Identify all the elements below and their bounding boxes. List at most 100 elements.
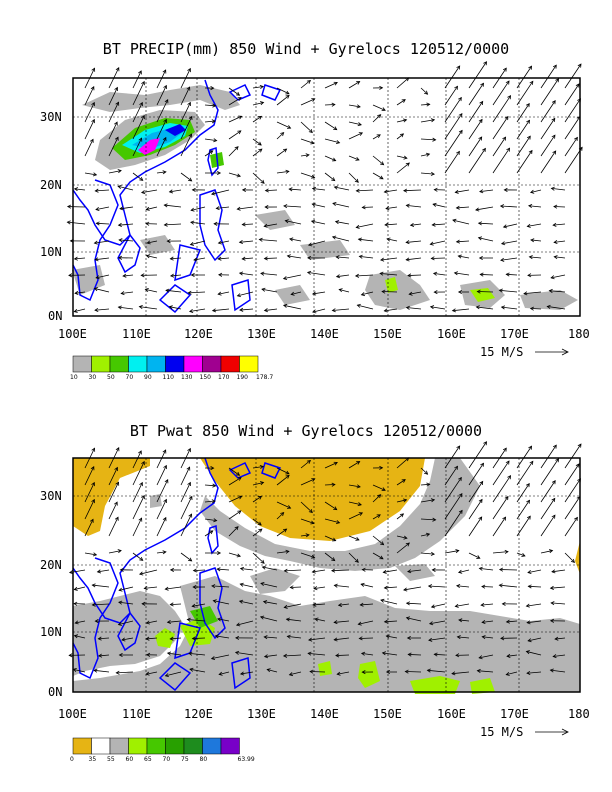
- wind-arrow: [228, 146, 239, 157]
- wind-arrow: [74, 308, 86, 313]
- wind-arrow: [252, 496, 262, 503]
- wind-arrow-head: [239, 566, 245, 571]
- x-tick-label: 110E: [122, 327, 151, 341]
- wind-arrow: [180, 496, 193, 520]
- wind-arrow-head: [478, 136, 483, 141]
- wind-arrow-head: [308, 509, 313, 514]
- wind-arrow: [261, 288, 278, 293]
- wind-arrow-head: [577, 443, 582, 448]
- wind-arrow-head: [263, 223, 268, 228]
- wind-arrow: [530, 189, 542, 193]
- legend-label: 63.99: [238, 756, 255, 763]
- wind-arrow: [132, 102, 143, 123]
- wind-arrow-head: [289, 237, 294, 242]
- wind-arrow-head: [553, 255, 558, 260]
- wind-arrow: [540, 514, 556, 537]
- wind-arrow-head: [458, 113, 463, 118]
- wind-arrow: [118, 601, 134, 605]
- wind-arrow-head: [383, 585, 388, 590]
- wind-arrow: [444, 510, 463, 537]
- wind-arrow-head: [168, 305, 173, 310]
- wind-arrow: [300, 552, 315, 558]
- wind-arrow-head: [285, 169, 290, 174]
- wind-arrow-head: [308, 637, 313, 642]
- wind-arrow-head: [500, 241, 506, 246]
- wind-arrow: [228, 87, 240, 96]
- wind-arrow: [240, 671, 254, 675]
- wind-arrow: [420, 87, 428, 95]
- wind-arrow-head: [331, 308, 336, 313]
- wind-arrow: [132, 552, 143, 561]
- wind-arrow: [308, 652, 326, 656]
- wind-arrow: [408, 654, 422, 656]
- wind-arrow: [300, 478, 315, 486]
- wind-arrow-head: [429, 241, 434, 246]
- wind-arrow-head: [118, 238, 123, 243]
- wind-arrow-head: [458, 509, 463, 514]
- wind-arrow: [94, 308, 110, 311]
- wind-arrow-head: [114, 121, 118, 126]
- wind-arrow-head: [139, 557, 144, 561]
- wind-arrow-head: [187, 290, 192, 295]
- wind-arrow: [180, 482, 191, 503]
- wind-arrow-head: [358, 636, 363, 641]
- wind-arrow-head: [141, 601, 146, 606]
- wind-arrow-head: [333, 506, 338, 511]
- wind-arrow-head: [409, 222, 415, 227]
- wind-arrow-head: [260, 179, 265, 184]
- wind-arrow: [554, 256, 566, 259]
- wind-arrow-head: [526, 223, 531, 228]
- wind-arrow-head: [282, 276, 288, 281]
- wind-arrow-head: [552, 444, 557, 449]
- wind-arrow-head: [430, 604, 436, 609]
- wind-arrow: [300, 121, 313, 133]
- wind-arrow: [540, 458, 559, 486]
- wind-arrow-head: [433, 187, 438, 192]
- wind-arrow-head: [91, 583, 96, 588]
- wind-arrow: [276, 132, 284, 140]
- wind-arrow: [334, 186, 350, 191]
- wind-arrow: [300, 460, 311, 469]
- wind-arrow: [396, 499, 407, 503]
- wind-arrow: [334, 620, 350, 623]
- wind-arrow-head: [121, 637, 126, 642]
- wind-arrow-head: [432, 271, 438, 276]
- legend-swatch: [165, 355, 185, 373]
- wind-arrow: [452, 308, 470, 312]
- wind-arrow: [190, 221, 206, 225]
- wind-arrow-head: [357, 502, 362, 507]
- wind-arrow-head: [403, 155, 408, 160]
- wind-arrow: [451, 671, 470, 675]
- wind-arrow-head: [119, 567, 124, 572]
- wind-arrow-head: [258, 148, 263, 153]
- wind-arrow-head: [354, 178, 359, 183]
- wind-arrow: [156, 171, 166, 174]
- wind-arrow: [324, 172, 335, 181]
- wind-arrow-head: [237, 477, 242, 481]
- wind-arrow-head: [551, 497, 556, 502]
- wind-arrow-head: [356, 484, 361, 489]
- wind-arrow-head: [141, 80, 145, 86]
- wind-arrow-head: [554, 636, 559, 641]
- wind-arrow-head: [313, 586, 318, 591]
- wind-arrow: [396, 119, 407, 123]
- wind-arrow: [147, 240, 158, 244]
- wind-arrow: [242, 257, 254, 260]
- wind-arrow-head: [335, 140, 341, 145]
- wind-arrow-head: [97, 636, 102, 641]
- wind-arrow-head: [188, 651, 193, 656]
- wind-arrow: [348, 484, 361, 488]
- wind-arrow: [406, 617, 422, 622]
- wind-arrow-head: [114, 86, 118, 92]
- wind-arrow: [118, 306, 134, 310]
- wind-arrow: [551, 187, 566, 191]
- legend-swatch: [128, 355, 148, 373]
- wind-arrow-head: [145, 636, 150, 641]
- wind-arrow-head: [507, 475, 511, 480]
- wind-arrow: [444, 493, 463, 520]
- wind-arrow: [501, 306, 518, 310]
- wind-arrow-head: [478, 118, 483, 124]
- wind-arrow: [452, 219, 470, 225]
- wind-arrow-head: [282, 303, 288, 308]
- wind-arrow-head: [94, 619, 99, 624]
